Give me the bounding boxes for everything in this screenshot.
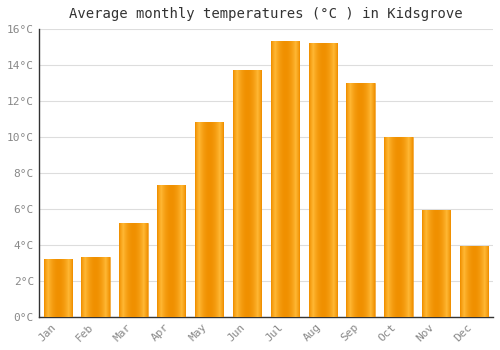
Title: Average monthly temperatures (°C ) in Kidsgrove: Average monthly temperatures (°C ) in Ki… bbox=[69, 7, 462, 21]
